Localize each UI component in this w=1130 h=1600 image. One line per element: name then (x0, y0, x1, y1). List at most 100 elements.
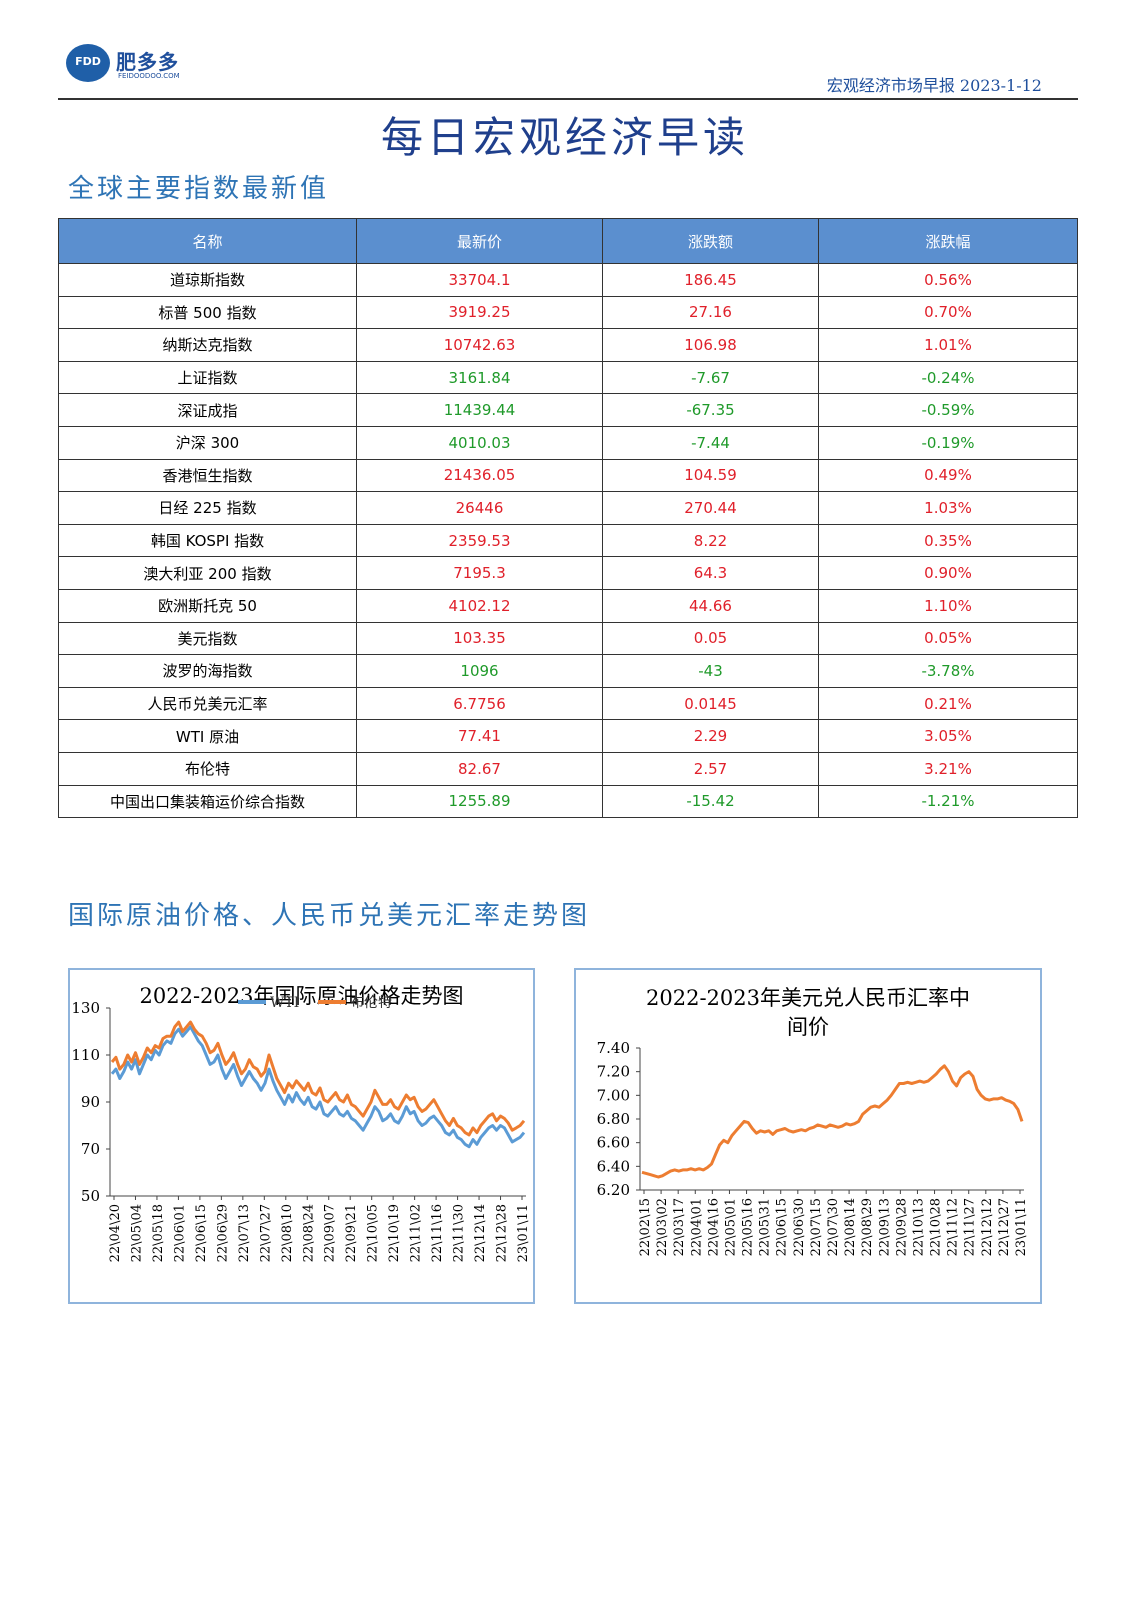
y-tick-label: 6.40 (597, 1157, 630, 1175)
x-tick-label: 22\05\04 (129, 1204, 144, 1262)
pct-cell: 0.90% (818, 556, 1078, 590)
pct-cell: 0.21% (818, 686, 1078, 721)
x-tick-label: 22\06\15 (194, 1204, 209, 1262)
change-cell: -7.44 (602, 425, 819, 460)
index-name-cell: 中国出口集装箱运价综合指数 (58, 784, 357, 819)
x-tick-label: 22\06\15 (775, 1198, 790, 1256)
table-row: 韩国 KOSPI 指数 2359.53 8.22 0.35% (58, 523, 1078, 558)
index-name-cell: 波罗的海指数 (58, 654, 357, 688)
table-row: 人民币兑美元汇率 6.7756 0.0145 0.21% (58, 686, 1078, 721)
table-row: 香港恒生指数 21436.05 104.59 0.49% (58, 458, 1078, 493)
indices-table-body: 道琼斯指数 33704.1 186.45 0.56% 标普 500 指数 3919.25 2… (58, 263, 1078, 819)
x-tick-label: 22\07\30 (826, 1198, 841, 1256)
price-cell: 21436.05 (356, 458, 603, 493)
x-tick-label: 22\12\12 (980, 1198, 995, 1256)
x-tick-label: 22\03\17 (672, 1198, 687, 1256)
fdd-logo: FDD 肥多多 FEIDOODOO.COM (66, 44, 196, 86)
x-tick-label: 22\10\28 (929, 1198, 944, 1256)
oil-price-chart: 2022-2023年国际原油价格走势图 50 70 90 110 130 22\04\20… (68, 968, 535, 1304)
price-cell: 10742.63 (356, 328, 603, 362)
table-row: 中国出口集装箱运价综合指数 1255.89 -15.42 -1.21% (58, 784, 1078, 819)
index-name-cell: 日经 225 指数 (58, 491, 357, 525)
oil-price-plot: 50 70 90 110 130 22\04\20 22\05\04 22\05\18 22\0… (71, 995, 531, 1262)
price-cell: 1096 (356, 654, 603, 688)
change-cell: 2.57 (602, 751, 819, 786)
report-tag: 宏观经济市场早报 2023-1-12 (826, 76, 1042, 95)
logo-badge: FDD (66, 44, 110, 82)
logo-cn-text: 肥多多 (116, 50, 179, 74)
x-tick-label: 22\11\02 (409, 1204, 424, 1262)
series-line-1 (110, 1025, 526, 1149)
y-tick-label: 7.00 (597, 1086, 630, 1104)
x-tick-label: 22\10\19 (387, 1204, 402, 1262)
pct-cell: 0.49% (818, 458, 1078, 493)
table-row: 日经 225 指数 26446 270.44 1.03% (58, 491, 1078, 525)
price-cell: 26446 (356, 491, 603, 525)
y-tick-label: 50 (81, 1187, 100, 1205)
pct-cell: -3.78% (818, 654, 1078, 688)
change-cell: 0.0145 (602, 686, 819, 721)
price-cell: 3161.84 (356, 360, 603, 395)
x-tick-label: 22\06\01 (172, 1204, 187, 1262)
table-row: 布伦特 82.67 2.57 3.21% (58, 751, 1078, 786)
table-row: 标普 500 指数 3919.25 27.16 0.70% (58, 295, 1078, 330)
header-divider (58, 98, 1078, 100)
index-name-cell: 标普 500 指数 (58, 295, 357, 330)
price-cell: 2359.53 (356, 523, 603, 558)
x-tick-label: 22\04\01 (689, 1198, 704, 1256)
change-cell: 106.98 (602, 328, 819, 362)
change-cell: 270.44 (602, 491, 819, 525)
index-name-cell: 人民币兑美元汇率 (58, 686, 357, 721)
pct-cell: 1.10% (818, 588, 1078, 623)
change-cell: 27.16 (602, 295, 819, 330)
price-cell: 33704.1 (356, 263, 603, 297)
pct-cell: 0.05% (818, 621, 1078, 656)
x-tick-label: 22\12\28 (495, 1204, 510, 1262)
x-tick-label: 22\11\27 (963, 1198, 978, 1256)
price-cell: 77.41 (356, 719, 603, 753)
price-cell: 11439.44 (356, 393, 603, 427)
table-row: 美元指数 103.35 0.05 0.05% (58, 621, 1078, 656)
y-tick-label: 7.20 (597, 1063, 630, 1081)
change-cell: 0.05 (602, 621, 819, 656)
chart-title: 2022-2023年国际原油价格走势图 (139, 984, 464, 1008)
series-line-1 (641, 1064, 1024, 1179)
x-tick-label: 22\06\30 (792, 1198, 807, 1256)
x-tick-label: 22\05\31 (758, 1198, 773, 1256)
table-row: 深证成指 11439.44 -67.35 -0.59% (58, 393, 1078, 427)
change-cell: -7.67 (602, 360, 819, 395)
x-tick-label: 22\07\13 (237, 1204, 252, 1262)
x-tick-label: 22\06\29 (215, 1204, 230, 1262)
change-cell: -15.42 (602, 784, 819, 819)
column-header-pct: 涨跌幅 (818, 218, 1078, 264)
table-header-row: 名称 最新价 涨跌额 涨跌幅 (58, 218, 1078, 264)
price-cell: 82.67 (356, 751, 603, 786)
price-cell: 103.35 (356, 621, 603, 656)
x-tick-label: 22\09\13 (877, 1198, 892, 1256)
change-cell: 64.3 (602, 556, 819, 590)
chart-title: 2022-2023年美元兑人民币汇率中间价 (646, 986, 970, 1039)
x-tick-label: 22\08\29 (860, 1198, 875, 1256)
price-cell: 7195.3 (356, 556, 603, 590)
index-name-cell: WTI 原油 (58, 719, 357, 753)
change-cell: 8.22 (602, 523, 819, 558)
index-name-cell: 沪深 300 (58, 425, 357, 460)
pct-cell: 1.01% (818, 328, 1078, 362)
table-row: WTI 原油 77.41 2.29 3.05% (58, 719, 1078, 753)
index-name-cell: 韩国 KOSPI 指数 (58, 523, 357, 558)
table-row: 道琼斯指数 33704.1 186.45 0.56% (58, 263, 1078, 297)
x-tick-label: 22\04\16 (706, 1198, 721, 1256)
pct-cell: 1.03% (818, 491, 1078, 525)
index-name-cell: 道琼斯指数 (58, 263, 357, 297)
table-row: 上证指数 3161.84 -7.67 -0.24% (58, 360, 1078, 395)
pct-cell: -0.59% (818, 393, 1078, 427)
x-tick-label: 22\08\24 (301, 1204, 316, 1262)
logo-en-text: FEIDOODOO.COM (118, 72, 180, 80)
section-title-charts: 国际原油价格、人民币兑美元汇率走势图 (68, 901, 591, 931)
index-name-cell: 纳斯达克指数 (58, 328, 357, 362)
table-row: 纳斯达克指数 10742.63 106.98 1.01% (58, 328, 1078, 362)
x-tick-label: 22\11\30 (452, 1204, 467, 1262)
pct-cell: -0.19% (818, 425, 1078, 460)
legend-label: 布伦特 (350, 995, 392, 1011)
x-tick-label: 22\10\13 (911, 1198, 926, 1256)
